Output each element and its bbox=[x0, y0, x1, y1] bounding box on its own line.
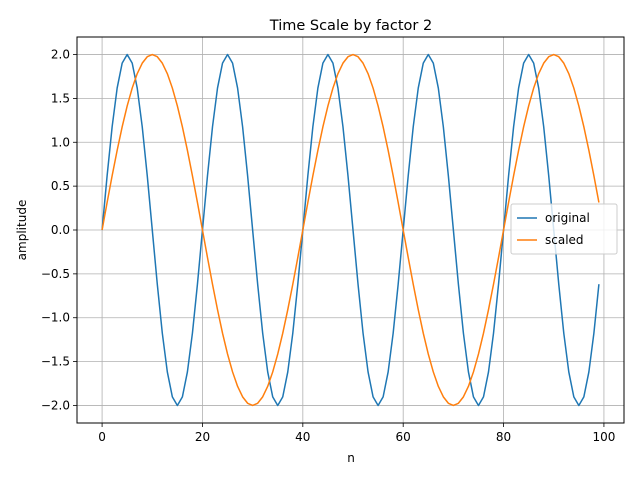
legend-label-scaled: scaled bbox=[545, 233, 584, 247]
y-tick-label: −1.5 bbox=[41, 355, 70, 369]
y-tick-label: −2.0 bbox=[41, 398, 70, 412]
chart-title: Time Scale by factor 2 bbox=[269, 18, 432, 34]
series-line-original bbox=[101, 53, 600, 407]
x-tick-label: 0 bbox=[98, 430, 106, 444]
y-tick-label: 0.0 bbox=[51, 223, 70, 237]
y-tick-label: −1.0 bbox=[41, 311, 70, 325]
series-layer bbox=[101, 53, 600, 407]
legend: original scaled bbox=[510, 203, 618, 255]
legend-label-original: original bbox=[545, 211, 590, 225]
y-tick-label: −0.5 bbox=[41, 267, 70, 281]
x-tick-label: 100 bbox=[592, 430, 615, 444]
y-tick-label: 2.0 bbox=[51, 48, 70, 62]
x-tick-label: 80 bbox=[496, 430, 511, 444]
legend-box bbox=[510, 203, 618, 255]
x-tick-label: 60 bbox=[396, 430, 411, 444]
series-line-scaled bbox=[101, 53, 600, 407]
x-tick-label: 40 bbox=[295, 430, 310, 444]
x-axis-ticks: 0 20 40 60 80 100 bbox=[98, 423, 615, 444]
y-axis-label: amplitude bbox=[15, 200, 29, 261]
y-axis-ticks: 2.0 1.5 1.0 0.5 0.0 −0.5 −1.0 −1.5 −2.0 bbox=[41, 48, 77, 412]
x-tick-label: 20 bbox=[195, 430, 210, 444]
y-tick-label: 0.5 bbox=[51, 179, 70, 193]
y-tick-label: 1.0 bbox=[51, 135, 70, 149]
y-tick-label: 1.5 bbox=[51, 91, 70, 105]
x-axis-label: n bbox=[347, 451, 355, 465]
